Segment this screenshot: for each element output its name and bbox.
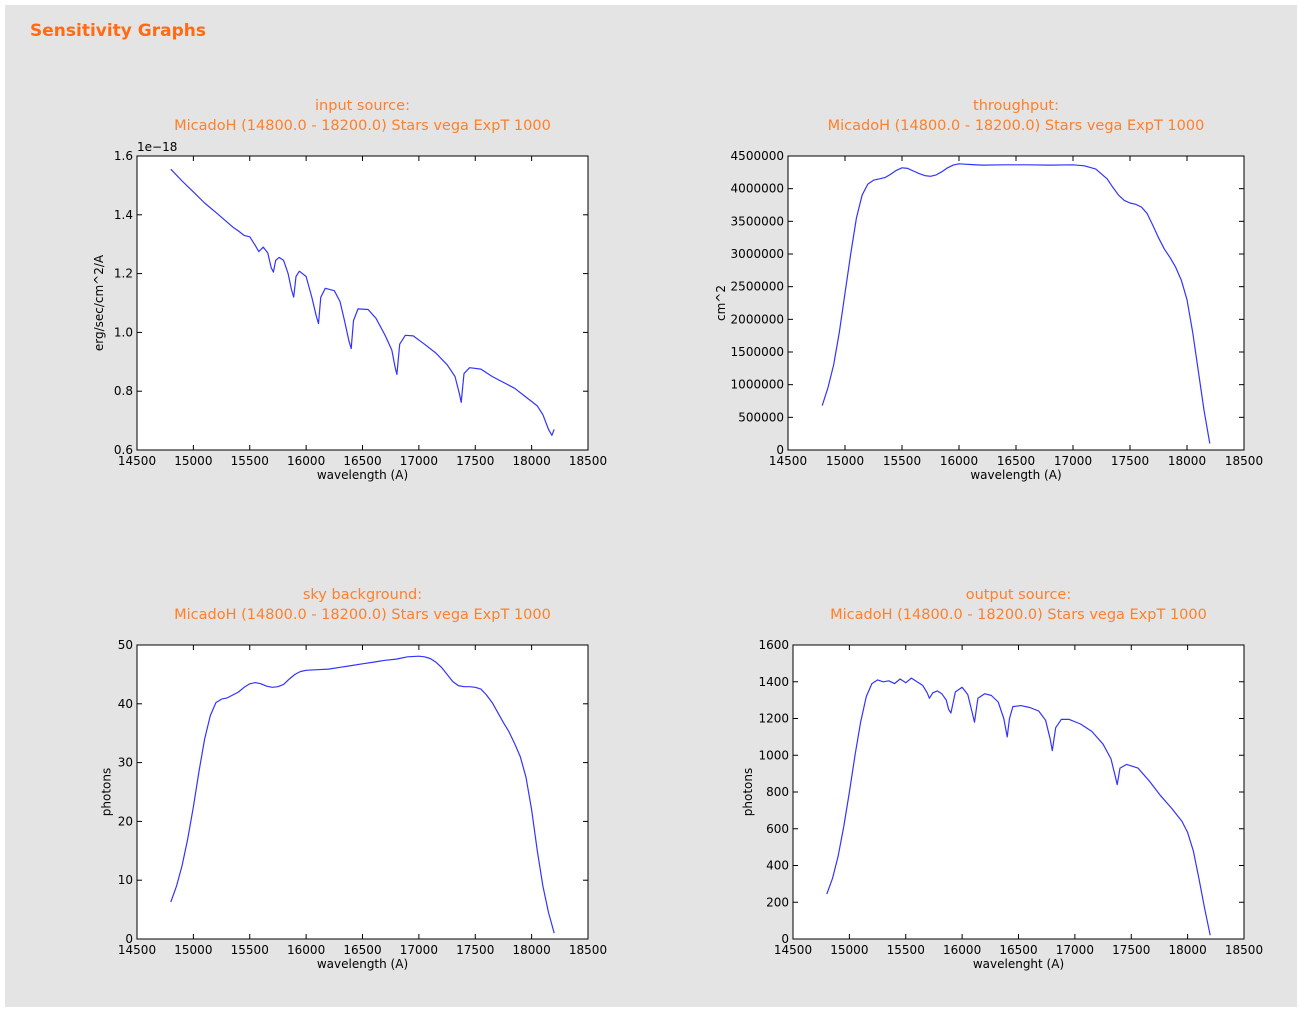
y-axis-label: erg/sec/cm^2/A <box>92 254 106 351</box>
y-tick-label: 4000000 <box>731 182 784 196</box>
chart-subtitle: MicadoH (14800.0 - 18200.0) Stars vega E… <box>174 607 551 623</box>
chart-subtitle: MicadoH (14800.0 - 18200.0) Stars vega E… <box>174 118 551 134</box>
x-axis-label: wavelength (A) <box>317 468 408 482</box>
chart-title: input source: <box>315 98 410 114</box>
x-tick-label: 14500 <box>118 454 156 468</box>
y-axis-label: photons <box>741 768 755 816</box>
x-tick-label: 18000 <box>1169 943 1207 957</box>
x-axis-label: wavelenght (A) <box>973 957 1064 971</box>
y-tick-label: 0 <box>125 932 133 946</box>
x-tick-label: 17500 <box>456 943 494 957</box>
y-tick-label: 500000 <box>738 410 784 424</box>
plot-area <box>787 155 1245 451</box>
x-tick-label: 18000 <box>513 454 551 468</box>
y-offset-label: 1e−18 <box>137 140 177 154</box>
y-tick-label: 0.8 <box>114 384 133 398</box>
y-tick-label: 3500000 <box>731 214 784 228</box>
x-tick-label: 17000 <box>400 943 438 957</box>
x-tick-label: 18500 <box>569 454 607 468</box>
y-tick-label: 3000000 <box>731 247 784 261</box>
x-tick-label: 17500 <box>1112 943 1150 957</box>
x-tick-label: 18000 <box>513 943 551 957</box>
x-tick-label: 15500 <box>231 454 269 468</box>
y-tick-label: 1.2 <box>114 267 133 281</box>
y-tick-label: 0.6 <box>114 443 133 457</box>
x-tick-label: 14500 <box>769 454 807 468</box>
x-axis-label: wavelength (A) <box>970 468 1061 482</box>
x-tick-label: 16000 <box>287 943 325 957</box>
x-tick-label: 16500 <box>997 454 1035 468</box>
x-axis-label: wavelength (A) <box>317 957 408 971</box>
x-tick-label: 16500 <box>999 943 1037 957</box>
y-tick-label: 1.0 <box>114 325 133 339</box>
y-tick-label: 1000000 <box>731 378 784 392</box>
chart-subtitle: MicadoH (14800.0 - 18200.0) Stars vega E… <box>830 607 1207 623</box>
x-tick-label: 18500 <box>1225 454 1263 468</box>
y-tick-label: 800 <box>766 785 789 799</box>
y-axis-label: photons <box>99 768 113 816</box>
series-line <box>170 655 555 934</box>
x-tick-label: 16000 <box>943 943 981 957</box>
series-line <box>170 168 555 436</box>
y-tick-label: 1.6 <box>114 149 133 163</box>
x-tick-label: 14500 <box>774 943 812 957</box>
x-tick-label: 17500 <box>456 454 494 468</box>
page-title: Sensitivity Graphs <box>30 21 207 41</box>
y-tick-label: 1200 <box>758 712 789 726</box>
y-tick-label: 2000000 <box>731 312 784 326</box>
x-tick-label: 15000 <box>830 943 868 957</box>
y-tick-label: 400 <box>766 859 789 873</box>
x-tick-label: 16000 <box>287 454 325 468</box>
x-tick-label: 16000 <box>940 454 978 468</box>
y-tick-label: 1000 <box>758 748 789 762</box>
x-tick-label: 18000 <box>1168 454 1206 468</box>
y-tick-label: 1400 <box>758 675 789 689</box>
x-tick-label: 17000 <box>1056 943 1094 957</box>
x-tick-label: 16500 <box>343 454 381 468</box>
x-tick-label: 15500 <box>887 943 925 957</box>
x-tick-label: 18500 <box>569 943 607 957</box>
x-tick-label: 17500 <box>1111 454 1149 468</box>
y-tick-label: 2500000 <box>731 280 784 294</box>
y-tick-label: 1.4 <box>114 208 133 222</box>
y-tick-label: 200 <box>766 895 789 909</box>
y-tick-label: 40 <box>118 697 133 711</box>
x-tick-label: 15000 <box>174 943 212 957</box>
x-tick-label: 14500 <box>118 943 156 957</box>
y-tick-label: 600 <box>766 822 789 836</box>
series-line <box>826 677 1211 936</box>
x-tick-label: 17000 <box>1054 454 1092 468</box>
y-tick-label: 10 <box>118 873 133 887</box>
y-tick-label: 20 <box>118 814 133 828</box>
plot-area <box>136 155 589 451</box>
x-tick-label: 15500 <box>231 943 269 957</box>
plot-area <box>792 644 1245 940</box>
chart-title: output source: <box>966 587 1071 603</box>
plot-area <box>136 644 589 940</box>
y-tick-label: 1600 <box>758 638 789 652</box>
series-line <box>821 163 1211 444</box>
y-tick-label: 0 <box>776 443 784 457</box>
y-tick-label: 0 <box>781 932 789 946</box>
x-tick-label: 15500 <box>883 454 921 468</box>
chart-subtitle: MicadoH (14800.0 - 18200.0) Stars vega E… <box>828 118 1205 134</box>
chart-title: sky background: <box>303 587 422 603</box>
y-tick-label: 4500000 <box>731 149 784 163</box>
chart-title: throughput: <box>973 98 1059 114</box>
y-tick-label: 30 <box>118 756 133 770</box>
x-tick-label: 17000 <box>400 454 438 468</box>
x-tick-label: 15000 <box>826 454 864 468</box>
x-tick-label: 16500 <box>343 943 381 957</box>
y-tick-label: 50 <box>118 638 133 652</box>
x-tick-label: 18500 <box>1225 943 1263 957</box>
y-axis-label: cm^2 <box>714 285 728 321</box>
y-tick-label: 1500000 <box>731 345 784 359</box>
x-tick-label: 15000 <box>174 454 212 468</box>
